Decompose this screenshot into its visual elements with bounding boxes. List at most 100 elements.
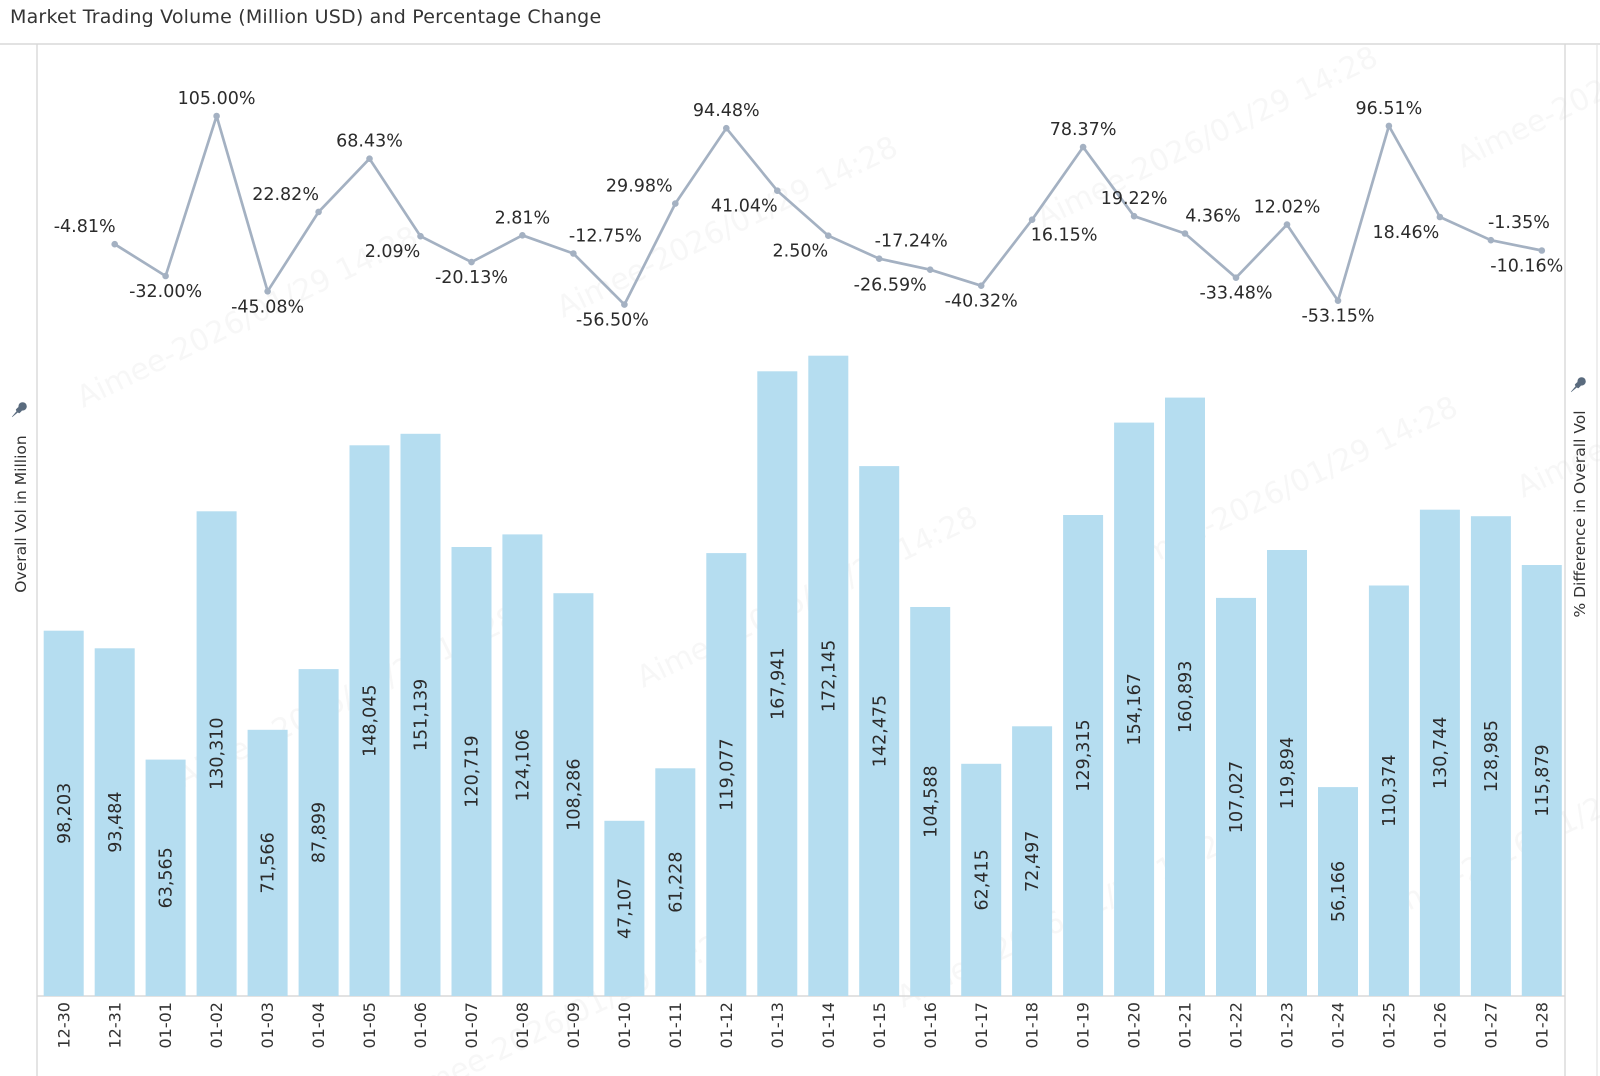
line-point-01-06[interactable] bbox=[417, 232, 424, 240]
percent-label: 2.81% bbox=[495, 208, 551, 228]
x-axis-label: 12-31 bbox=[105, 1002, 124, 1049]
line-point-01-08[interactable] bbox=[519, 232, 526, 239]
volume-bar-01-19[interactable] bbox=[1063, 515, 1104, 996]
line-point-01-21[interactable] bbox=[1181, 230, 1189, 237]
percent-label: 96.51% bbox=[1356, 99, 1423, 119]
x-axis-label: 01-05 bbox=[360, 1002, 379, 1049]
volume-bar-01-20[interactable] bbox=[1114, 422, 1155, 997]
volume-bar-01-11[interactable] bbox=[655, 768, 696, 996]
volume-bar-01-10[interactable] bbox=[604, 820, 645, 996]
percent-label: 16.15% bbox=[1031, 226, 1098, 246]
volume-bar-01-04[interactable] bbox=[298, 669, 339, 996]
line-point-01-17[interactable] bbox=[977, 282, 985, 290]
x-axis-label: 01-21 bbox=[1176, 1002, 1195, 1049]
right-axis-title: % Difference in Overall Vol bbox=[1571, 410, 1589, 618]
volume-bar-01-15[interactable] bbox=[859, 466, 900, 997]
percent-label: 22.82% bbox=[252, 185, 319, 205]
volume-bar-12-30[interactable] bbox=[43, 630, 84, 996]
percent-label: 94.48% bbox=[693, 101, 760, 121]
line-point-01-03[interactable] bbox=[264, 288, 271, 295]
line-point-01-19[interactable] bbox=[1079, 143, 1087, 151]
volume-bar-01-01[interactable] bbox=[145, 759, 186, 996]
x-axis-label: 01-07 bbox=[462, 1002, 481, 1049]
line-point-01-16[interactable] bbox=[926, 266, 934, 274]
line-point-01-01[interactable] bbox=[162, 272, 169, 280]
x-axis-label: 12-30 bbox=[54, 1002, 73, 1049]
line-point-01-05[interactable] bbox=[366, 155, 373, 162]
percent-label: 68.43% bbox=[336, 132, 403, 152]
line-point-01-13[interactable] bbox=[774, 187, 781, 194]
volume-bar-01-27[interactable] bbox=[1470, 516, 1511, 996]
x-axis-label: 01-15 bbox=[870, 1002, 889, 1049]
volume-bar-01-12[interactable] bbox=[706, 553, 747, 996]
line-point-01-10[interactable] bbox=[621, 301, 628, 308]
x-axis-label: 01-06 bbox=[411, 1002, 430, 1049]
bar-value-label: 119,077 bbox=[717, 738, 737, 810]
line-point-01-28[interactable] bbox=[1538, 247, 1546, 254]
pushpin-icon-right-axis[interactable] bbox=[1565, 374, 1589, 398]
volume-bar-01-06[interactable] bbox=[400, 433, 441, 996]
volume-bar-01-14[interactable] bbox=[808, 355, 849, 996]
volume-bar-01-03[interactable] bbox=[247, 729, 288, 996]
volume-bar-01-05[interactable] bbox=[349, 445, 390, 996]
line-point-01-14[interactable] bbox=[825, 232, 832, 239]
line-point-01-04[interactable] bbox=[315, 208, 322, 216]
bar-value-label: 119,894 bbox=[1278, 737, 1298, 809]
volume-bar-01-25[interactable] bbox=[1368, 585, 1409, 997]
bar-value-label: 115,879 bbox=[1533, 744, 1553, 816]
x-axis-label: 01-02 bbox=[207, 1002, 226, 1049]
x-axis-label: 01-08 bbox=[513, 1002, 532, 1049]
x-axis-label: 01-09 bbox=[564, 1002, 583, 1049]
line-point-12-31[interactable] bbox=[111, 240, 118, 248]
line-point-01-07[interactable] bbox=[468, 258, 475, 266]
volume-bar-12-31[interactable] bbox=[94, 648, 135, 996]
percent-label: -17.24% bbox=[875, 232, 948, 252]
percent-label: 12.02% bbox=[1254, 198, 1321, 218]
line-point-01-20[interactable] bbox=[1130, 212, 1138, 220]
percent-label: 41.04% bbox=[711, 197, 778, 217]
bar-value-label: 130,744 bbox=[1431, 717, 1451, 789]
left-axis-title: Overall Vol in Million bbox=[12, 435, 30, 593]
line-point-01-25[interactable] bbox=[1385, 122, 1393, 130]
volume-bar-01-18[interactable] bbox=[1012, 726, 1053, 996]
bar-value-label: 47,107 bbox=[616, 878, 636, 939]
line-point-01-15[interactable] bbox=[875, 255, 883, 262]
volume-bar-01-22[interactable] bbox=[1216, 597, 1256, 996]
volume-bar-01-23[interactable] bbox=[1267, 550, 1307, 996]
line-point-01-02[interactable] bbox=[213, 112, 220, 120]
line-point-01-11[interactable] bbox=[672, 200, 679, 207]
volume-bar-01-26[interactable] bbox=[1419, 509, 1460, 996]
line-point-01-27[interactable] bbox=[1487, 236, 1495, 244]
volume-bar-01-07[interactable] bbox=[451, 547, 492, 996]
percent-label: -45.08% bbox=[231, 297, 304, 317]
volume-bar-01-16[interactable] bbox=[910, 607, 951, 996]
volume-bar-01-02[interactable] bbox=[196, 511, 237, 996]
volume-bar-01-08[interactable] bbox=[502, 534, 543, 996]
pushpin-icon-left-axis[interactable] bbox=[6, 399, 30, 423]
line-point-01-18[interactable] bbox=[1028, 216, 1036, 223]
line-point-01-09[interactable] bbox=[570, 250, 577, 257]
volume-bar-01-09[interactable] bbox=[553, 593, 594, 996]
line-point-01-26[interactable] bbox=[1436, 213, 1444, 221]
volume-bar-01-13[interactable] bbox=[757, 371, 798, 996]
bar-value-label: 120,719 bbox=[463, 735, 483, 807]
volume-bar-01-17[interactable] bbox=[961, 763, 1002, 996]
percent-label: -32.00% bbox=[129, 282, 202, 302]
line-point-01-23[interactable] bbox=[1283, 221, 1291, 228]
line-point-01-22[interactable] bbox=[1232, 274, 1240, 282]
line-point-01-24[interactable] bbox=[1334, 297, 1342, 305]
chart-title: Market Trading Volume (Million USD) and … bbox=[10, 6, 602, 28]
line-point-01-12[interactable] bbox=[723, 124, 730, 132]
x-axis-label: 01-22 bbox=[1227, 1002, 1246, 1049]
volume-bar-01-24[interactable] bbox=[1318, 787, 1358, 996]
bar-value-label: 87,899 bbox=[310, 802, 330, 863]
percent-change-line bbox=[113, 114, 1544, 306]
volume-bar-01-21[interactable] bbox=[1165, 397, 1205, 997]
volume-bar-01-28[interactable] bbox=[1521, 565, 1562, 996]
bar-value-label: 110,374 bbox=[1380, 755, 1400, 827]
bar-value-label: 130,310 bbox=[208, 718, 228, 790]
percent-label: -1.35% bbox=[1488, 213, 1550, 233]
percent-label: -26.59% bbox=[854, 276, 927, 296]
percent-label: -53.15% bbox=[1301, 307, 1374, 327]
